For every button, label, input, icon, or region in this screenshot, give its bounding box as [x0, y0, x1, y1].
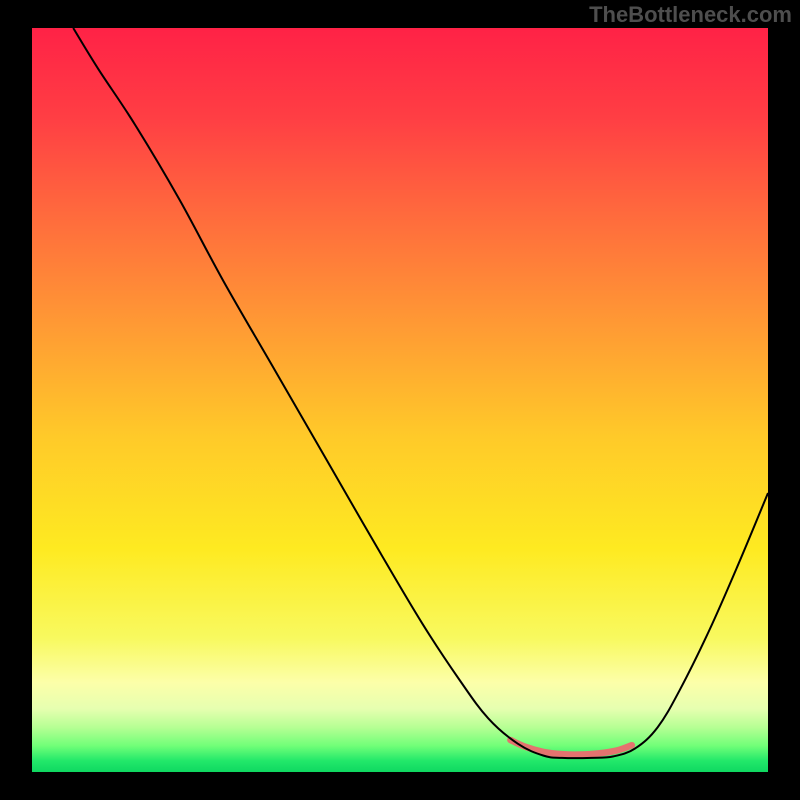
gradient-background — [32, 28, 768, 772]
watermark-text: TheBottleneck.com — [589, 2, 792, 28]
chart-svg — [0, 0, 800, 800]
chart-frame: { "watermark": { "text": "TheBottleneck.… — [0, 0, 800, 800]
